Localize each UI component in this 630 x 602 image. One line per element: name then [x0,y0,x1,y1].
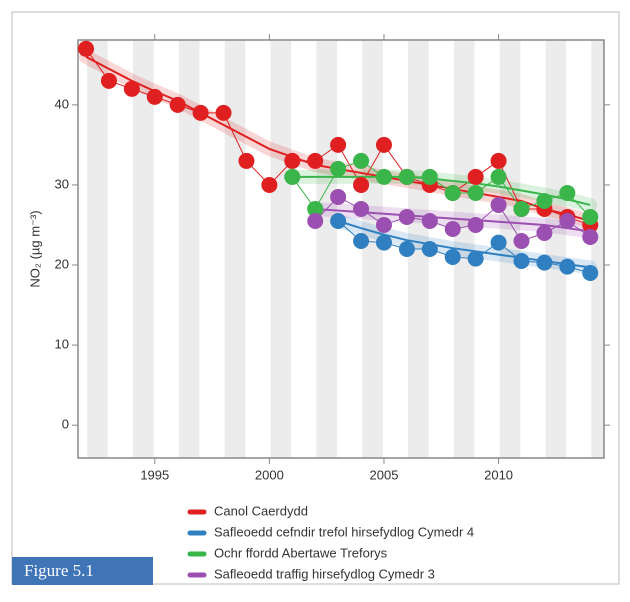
point [146,88,163,105]
point [307,152,324,169]
point [123,80,140,97]
point [353,232,370,249]
stripe [87,40,108,458]
point [169,96,186,113]
point [490,168,507,185]
x-tick-label: 1995 [140,467,169,482]
point [421,168,438,185]
point [192,104,209,121]
point [536,254,553,271]
stripe [133,40,154,458]
point [375,234,392,251]
point [307,200,324,217]
x-tick-label: 2005 [370,467,399,482]
point [100,72,117,89]
point [261,176,278,193]
y-tick-label: 20 [55,256,69,271]
point [513,232,530,249]
point [284,152,301,169]
point [353,200,370,217]
point [444,184,461,201]
point [467,216,484,233]
point [398,241,415,257]
point [582,265,599,282]
point [559,212,576,229]
stripe [178,40,200,458]
figure-label: Figure 5.1 [24,561,94,580]
point [421,241,438,257]
point [490,152,507,169]
point [375,168,392,185]
legend-label: Canol Caerdydd [214,503,308,518]
stripe [270,40,292,458]
stripe [545,40,567,458]
point [215,104,232,121]
point [421,212,438,229]
point [513,200,530,217]
point [490,234,507,251]
x-tick-label: 2000 [255,467,284,482]
point [536,192,553,209]
stripe [224,40,246,458]
point [375,136,392,153]
figure-label-box [12,557,153,585]
point [330,136,347,153]
point [444,249,461,266]
stripe [591,40,604,458]
y-tick-label: 0 [62,417,69,432]
plot-border [77,39,605,459]
point [238,152,255,169]
point [467,168,484,185]
point [353,176,370,193]
plot-area [72,34,610,464]
y-axis-label: NO₂ (µg m⁻³) [27,210,42,287]
point [375,216,392,233]
point [398,168,415,185]
point [78,40,95,57]
point [513,253,530,270]
point [467,184,484,201]
point [353,152,370,169]
point [582,208,599,225]
point [536,224,553,241]
y-tick-label: 10 [55,337,69,352]
y-tick-label: 30 [55,176,69,191]
point [398,208,415,225]
legend-label: Safleoedd traffig hirsefydlog Cymedr 3 [214,566,435,581]
point [467,250,484,267]
point [330,188,347,205]
point [284,168,301,185]
point [307,212,324,229]
legend-label: Ochr ffordd Abertawe Treforys [214,545,388,560]
stripe [499,40,521,458]
y-tick-label: 40 [55,96,69,111]
point [559,184,576,201]
point [330,212,347,229]
trend-line [292,175,591,206]
stripe [316,40,337,458]
point [490,196,507,213]
legend-label: Safleoedd cefndir trefol hirsefydlog Cym… [214,524,474,539]
point [582,228,599,245]
point [559,258,576,275]
point [330,160,347,177]
point [444,220,461,237]
x-tick-label: 2010 [484,467,513,482]
